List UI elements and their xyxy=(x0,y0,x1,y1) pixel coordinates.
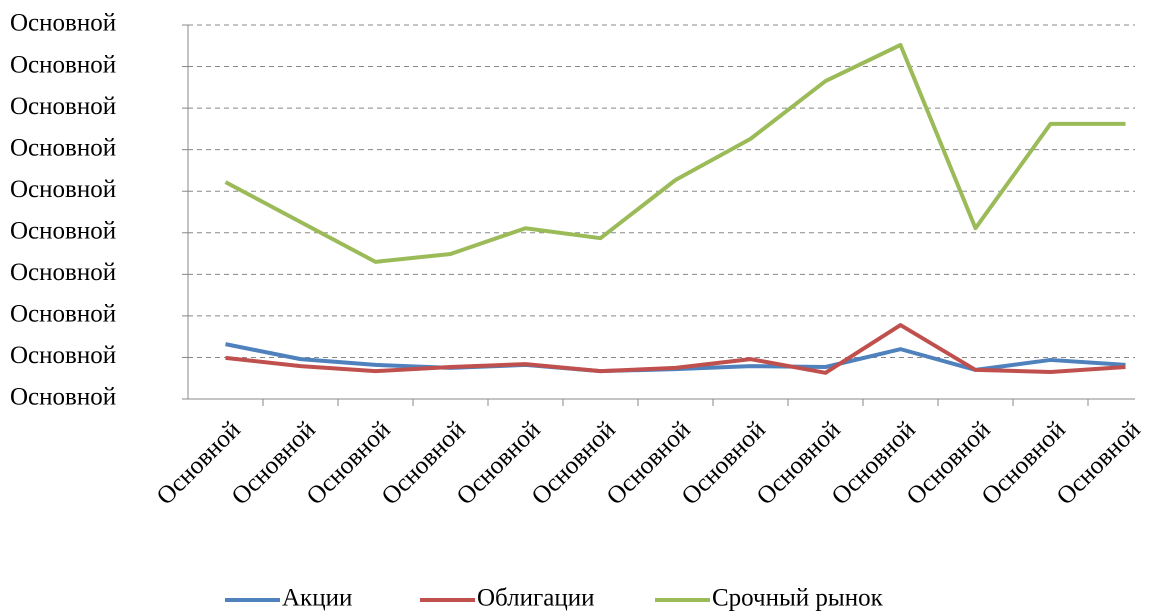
legend-label: Акции xyxy=(282,585,352,612)
y-tick-label: Основной xyxy=(10,301,116,328)
y-tick-label: Основной xyxy=(10,259,116,286)
y-tick-label: Основной xyxy=(10,218,116,245)
y-tick-label: Основной xyxy=(10,10,116,37)
y-tick-label: Основной xyxy=(10,134,116,161)
y-tick-label: Основной xyxy=(10,176,116,203)
y-tick-label: Основной xyxy=(10,51,116,78)
y-tick-label: Основной xyxy=(10,342,116,369)
series-line xyxy=(224,42,1126,264)
legend-label: Облигации xyxy=(477,585,595,612)
series-line xyxy=(225,323,1126,375)
y-tick-label: Основной xyxy=(10,384,116,411)
legend-label: Срочный рынок xyxy=(712,585,884,612)
y-tick-label: Основной xyxy=(10,93,116,120)
